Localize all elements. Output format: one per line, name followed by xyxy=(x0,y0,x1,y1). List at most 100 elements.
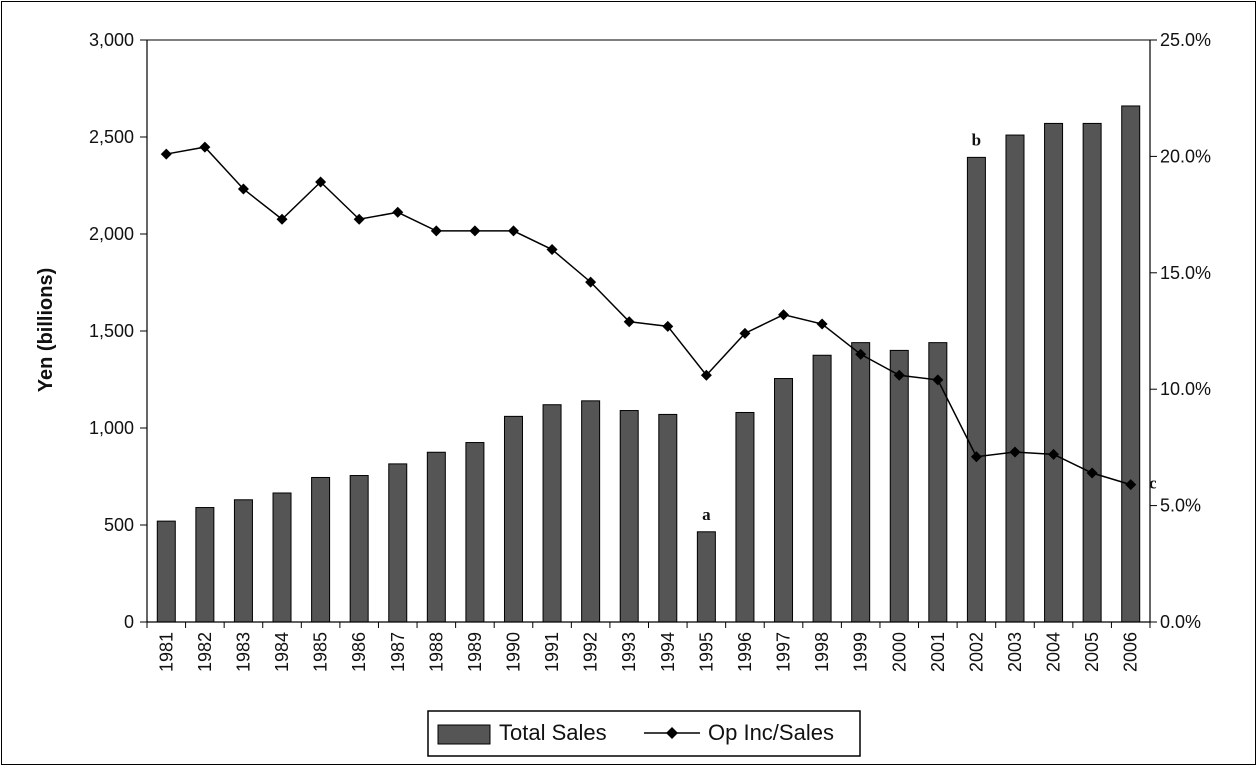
line-point-1987 xyxy=(392,206,404,218)
x-tick-label-1983: 1983 xyxy=(233,632,253,672)
x-tick-label-2001: 2001 xyxy=(928,632,948,672)
line-point-2001 xyxy=(932,374,944,386)
bar-1994 xyxy=(658,413,678,623)
labels-layer: 0 500 1,000 1,500 2,000 2,500 3,000 0.0% 5.0% 10.… xyxy=(89,30,1211,672)
bar-1990 xyxy=(503,415,523,623)
y-right-tick-label: 0.0% xyxy=(1160,612,1201,632)
line-point-1985 xyxy=(315,176,327,188)
line-point-1995 xyxy=(700,369,712,381)
line-point-1989 xyxy=(469,225,481,237)
line-point-2002 xyxy=(970,451,982,463)
line-point-1998 xyxy=(816,318,828,330)
line-point-2004 xyxy=(1048,448,1060,460)
line-point-1982 xyxy=(199,141,211,153)
bar-1987 xyxy=(388,463,408,623)
bar-1982 xyxy=(195,507,215,623)
y-left-tick-label: 0 xyxy=(124,612,134,632)
line-point-1983 xyxy=(237,183,249,195)
x-tick-label-1982: 1982 xyxy=(195,632,215,672)
y-left-tick-label: 2,500 xyxy=(89,127,134,147)
line-layer xyxy=(160,141,1137,491)
bar-1986 xyxy=(349,475,369,623)
line-point-2005 xyxy=(1086,467,1098,479)
line-point-1992 xyxy=(585,276,597,288)
bar-1999 xyxy=(851,342,871,623)
line-point-2006 xyxy=(1125,479,1137,491)
bar-2002 xyxy=(966,156,986,623)
x-tick-label-1987: 1987 xyxy=(388,632,408,672)
x-tick-label-1993: 1993 xyxy=(619,632,639,672)
x-tick-label-1997: 1997 xyxy=(774,632,794,672)
annotation-c: c xyxy=(1149,474,1157,493)
y-right-tick-label: 5.0% xyxy=(1160,496,1201,516)
bar-2000 xyxy=(889,349,909,623)
bar-2006 xyxy=(1121,105,1141,623)
bar-2005 xyxy=(1082,122,1102,623)
legend-op-inc-sales: Op Inc/Sales xyxy=(708,720,834,745)
bar-1997 xyxy=(774,378,794,623)
legend-total-sales: Total Sales xyxy=(499,720,607,745)
x-tick-label-1986: 1986 xyxy=(349,632,369,672)
line-point-1999 xyxy=(855,348,867,360)
bar-1995 xyxy=(696,531,716,623)
x-tick-label-2004: 2004 xyxy=(1044,632,1064,672)
axes-layer xyxy=(140,39,1157,628)
y-left-tick-label: 2,000 xyxy=(89,224,134,244)
bar-1981 xyxy=(156,520,176,623)
x-tick-label-1981: 1981 xyxy=(156,632,176,672)
y-left-tick-label: 500 xyxy=(104,515,134,535)
y-right-tick-label: 20.0% xyxy=(1160,146,1211,166)
bar-1984 xyxy=(272,492,292,623)
bar-2003 xyxy=(1005,134,1025,623)
legend-diamond-marker xyxy=(666,727,678,739)
line-point-1981 xyxy=(160,148,172,160)
x-tick-label-2002: 2002 xyxy=(966,632,986,672)
x-tick-label-1988: 1988 xyxy=(426,632,446,672)
y-axis-title: Yen (billions) xyxy=(35,268,57,392)
x-tick-label-2000: 2000 xyxy=(889,632,909,672)
y-left-tick-label: 1,000 xyxy=(89,418,134,438)
y-right-tick-label: 15.0% xyxy=(1160,263,1211,283)
x-tick-label-1994: 1994 xyxy=(658,632,678,672)
x-tick-label-2005: 2005 xyxy=(1082,632,1102,672)
bar-1989 xyxy=(465,442,485,623)
legend-bar-swatch xyxy=(437,724,491,745)
x-tick-label-1985: 1985 xyxy=(311,632,331,672)
line-point-2003 xyxy=(1009,446,1021,458)
y-right-tick-label: 10.0% xyxy=(1160,379,1211,399)
y-left-tick-label: 3,000 xyxy=(89,30,134,50)
bar-1985 xyxy=(311,476,331,623)
bar-1998 xyxy=(812,354,832,623)
bar-2004 xyxy=(1044,122,1064,623)
x-tick-label-1995: 1995 xyxy=(696,632,716,672)
line-point-1984 xyxy=(276,213,288,225)
bar-1988 xyxy=(426,451,446,623)
line-point-1988 xyxy=(430,225,442,237)
bar-1996 xyxy=(735,411,755,623)
x-tick-label-1989: 1989 xyxy=(465,632,485,672)
line-point-1990 xyxy=(507,225,519,237)
y-left-tick-label: 1,500 xyxy=(89,321,134,341)
line-point-1993 xyxy=(623,316,635,328)
y-right-tick-label: 25.0% xyxy=(1160,30,1211,50)
x-tick-label-1992: 1992 xyxy=(581,632,601,672)
line-point-1994 xyxy=(662,320,674,332)
annotation-b: b xyxy=(972,130,981,149)
line-point-1986 xyxy=(353,213,365,225)
x-tick-label-1996: 1996 xyxy=(735,632,755,672)
x-tick-label-1999: 1999 xyxy=(851,632,871,672)
line-point-1997 xyxy=(778,309,790,321)
bars-layer xyxy=(156,105,1141,623)
x-tick-label-2006: 2006 xyxy=(1121,632,1141,672)
x-tick-label-1991: 1991 xyxy=(542,632,562,672)
bar-1992 xyxy=(581,400,601,623)
x-tick-label-1984: 1984 xyxy=(272,632,292,672)
x-tick-label-1990: 1990 xyxy=(503,632,523,672)
x-tick-label-1998: 1998 xyxy=(812,632,832,672)
line-point-1996 xyxy=(739,327,751,339)
annotation-a: a xyxy=(702,505,711,524)
line-point-2000 xyxy=(893,369,905,381)
bar-1993 xyxy=(619,410,639,623)
line-point-1991 xyxy=(546,244,558,256)
x-tick-label-2003: 2003 xyxy=(1005,632,1025,672)
